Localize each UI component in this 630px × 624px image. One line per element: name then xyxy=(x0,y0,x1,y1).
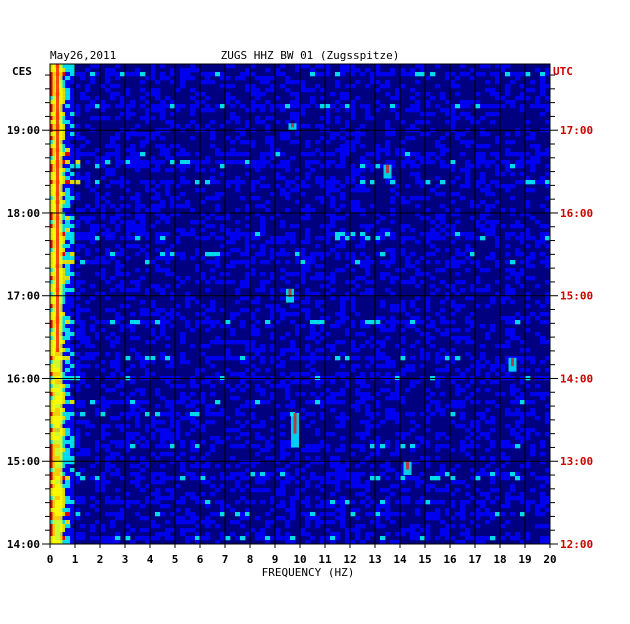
right-tick-label: 14:00 xyxy=(560,372,593,385)
x-tick-label: 13 xyxy=(368,553,381,566)
x-tick-label: 20 xyxy=(543,553,556,566)
x-tick-label: 19 xyxy=(518,553,531,566)
x-axis-label: FREQUENCY (HZ) xyxy=(262,566,355,579)
x-tick-label: 12 xyxy=(343,553,356,566)
left-axis-label: CES xyxy=(12,65,32,78)
left-tick-label: 18:00 xyxy=(7,207,40,220)
right-tick-label: 12:00 xyxy=(560,538,593,551)
x-tick-label: 9 xyxy=(272,553,279,566)
spectrogram-texture xyxy=(50,64,551,545)
feature-peak-6 xyxy=(511,357,514,367)
left-tick-label: 16:00 xyxy=(7,372,40,385)
x-tick-label: 1 xyxy=(72,553,79,566)
x-tick-label: 18 xyxy=(493,553,506,566)
right-tick-label: 17:00 xyxy=(560,124,593,137)
right-axis-label: UTC xyxy=(553,65,573,78)
x-tick-label: 10 xyxy=(293,553,306,566)
left-tick-label: 15:00 xyxy=(7,455,40,468)
x-tick-label: 16 xyxy=(443,553,457,566)
right-tick-label: 16:00 xyxy=(560,207,593,220)
feature-peak-3 xyxy=(291,123,294,128)
feature-peak-5 xyxy=(406,461,409,470)
feature-peak-4 xyxy=(386,164,389,173)
x-tick-label: 8 xyxy=(247,553,254,566)
chart-date: May26,2011 xyxy=(50,49,116,62)
x-tick-label: 11 xyxy=(318,553,332,566)
feature-peak-1 xyxy=(293,413,297,434)
chart-title: ZUGS HHZ BW 01 (Zugsspitze) xyxy=(221,49,400,62)
x-tick-label: 2 xyxy=(97,553,104,566)
spectrogram-plot-area xyxy=(49,63,551,545)
x-tick-label: 3 xyxy=(122,553,129,566)
x-tick-label: 17 xyxy=(468,553,481,566)
x-tick-label: 6 xyxy=(197,553,204,566)
left-tick-label: 17:00 xyxy=(7,290,40,303)
x-tick-label: 7 xyxy=(222,553,229,566)
axis-ticks: 19:00 18:00 17:00 16:00 15:00 14:00 17:00 16:00… xyxy=(7,74,593,566)
left-tick-label: 14:00 xyxy=(7,538,40,551)
x-tick-label: 15 xyxy=(418,553,431,566)
left-tick-label: 19:00 xyxy=(7,124,40,137)
x-tick-label: 5 xyxy=(172,553,179,566)
feature-peak-2 xyxy=(288,288,292,298)
x-tick-label: 4 xyxy=(147,553,154,566)
right-tick-label: 13:00 xyxy=(560,455,593,468)
x-tick-label: 14 xyxy=(393,553,407,566)
right-tick-label: 15:00 xyxy=(560,290,593,303)
feature-peak-0 xyxy=(56,64,59,352)
x-tick-label: 0 xyxy=(47,553,54,566)
